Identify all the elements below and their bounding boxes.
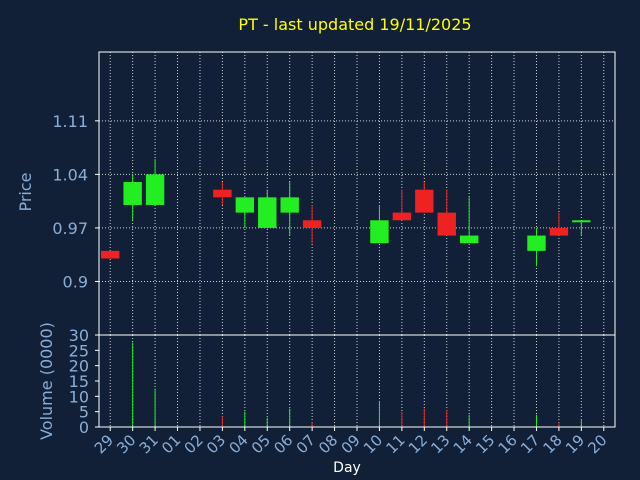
candle-body bbox=[527, 235, 546, 251]
price-tick-label: 1.11 bbox=[52, 112, 88, 131]
candle-body bbox=[437, 212, 456, 236]
volume-tick-label: 25 bbox=[69, 341, 89, 360]
candle-body bbox=[235, 197, 255, 213]
candle-body bbox=[213, 189, 232, 198]
candle-body bbox=[280, 197, 299, 213]
price-tick-label: 1.04 bbox=[52, 165, 88, 184]
price-tick-label: 0.9 bbox=[63, 272, 88, 291]
volume-gridlines bbox=[109, 335, 605, 427]
volume-tick-label: 0 bbox=[79, 418, 89, 437]
candle-body bbox=[370, 220, 389, 244]
volume-tick-label: 10 bbox=[69, 387, 89, 406]
volume-tick-label: 30 bbox=[69, 326, 89, 345]
candle-body bbox=[258, 197, 277, 228]
volume-tick-label: 20 bbox=[69, 357, 89, 376]
volume-axis-label: Volume (0000) bbox=[37, 322, 56, 440]
candle-body bbox=[572, 220, 591, 223]
price-y-ticks: 0.9 0.97 1.04 1.11 bbox=[52, 112, 99, 291]
price-axis-label: Price bbox=[16, 172, 35, 211]
volume-panel-frame bbox=[98, 334, 616, 428]
candle-body bbox=[549, 227, 569, 236]
volume-bars bbox=[132, 342, 582, 427]
volume-tick-label: 5 bbox=[79, 403, 89, 422]
candle-body bbox=[459, 235, 479, 244]
candle-body bbox=[392, 212, 412, 221]
price-gridlines bbox=[99, 52, 615, 335]
x-ticks: 2930310102030405060708091011121314151617… bbox=[91, 427, 611, 457]
candle-body bbox=[101, 250, 120, 259]
candle-body bbox=[123, 182, 142, 205]
chart-title: PT - last updated 19/11/2025 bbox=[238, 15, 471, 34]
candle-body bbox=[415, 189, 434, 213]
x-axis-label: Day bbox=[333, 460, 361, 476]
candles bbox=[101, 159, 591, 267]
volume-tick-label: 15 bbox=[69, 372, 89, 391]
candle-body bbox=[145, 174, 165, 205]
x-tick-label: 20 bbox=[584, 431, 610, 457]
candle-body bbox=[302, 220, 322, 228]
price-tick-label: 0.97 bbox=[52, 219, 88, 238]
